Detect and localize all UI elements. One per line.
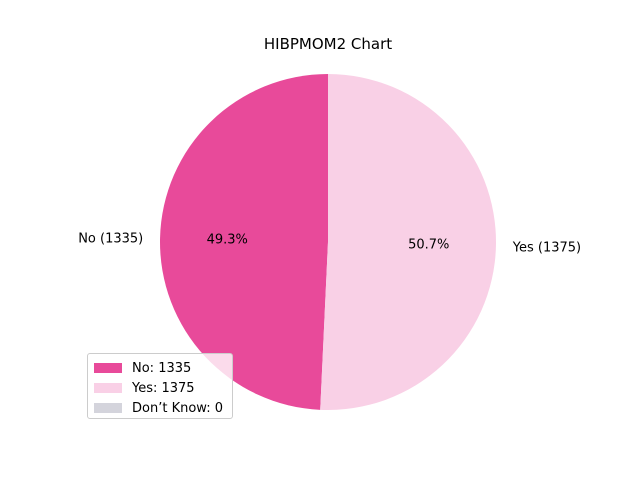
legend-label-no: No: 1335 xyxy=(132,360,192,376)
legend-entry-dont-know: Don’t Know: 0 xyxy=(94,398,232,418)
pie-labels: 49.3% No (1335) 50.7% Yes (1375) xyxy=(78,232,581,256)
legend-label-dont-know: Don’t Know: 0 xyxy=(132,400,223,416)
legend-swatch-no xyxy=(94,363,122,373)
pie-slice-no xyxy=(159,74,328,410)
pie-percent-label-1: 50.7% xyxy=(408,237,449,252)
legend-swatch-yes xyxy=(94,383,122,393)
legend-entry-no: No: 1335 xyxy=(94,358,232,378)
pie-category-label-1: Yes (1375) xyxy=(512,240,581,255)
pie-slice-yes xyxy=(320,74,496,410)
legend-label-yes: Yes: 1375 xyxy=(132,380,195,396)
pie-slices xyxy=(159,74,496,410)
legend-swatch-dont-know xyxy=(94,403,122,413)
chart-title: HIBPMOM2 Chart xyxy=(264,35,392,53)
legend-entry-yes: Yes: 1375 xyxy=(94,378,232,398)
pie-category-label-0: No (1335) xyxy=(78,232,143,247)
pie-percent-label-0: 49.3% xyxy=(207,233,248,248)
legend: No: 1335 Yes: 1375 Don’t Know: 0 xyxy=(87,353,233,419)
